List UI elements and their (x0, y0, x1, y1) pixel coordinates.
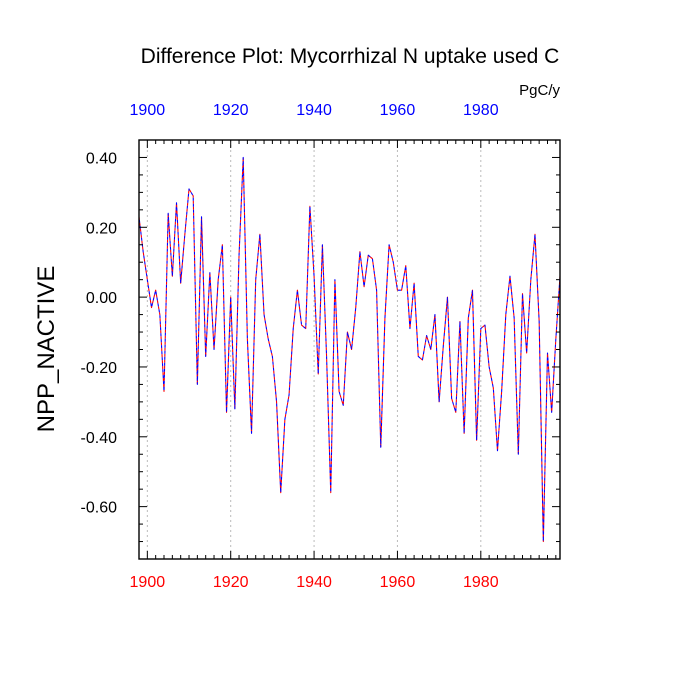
x-tick-label-bottom: 1900 (130, 574, 166, 591)
x-tick-label-bottom: 1960 (380, 574, 416, 591)
x-tick-label-bottom: 1980 (463, 574, 499, 591)
plot-frame (138, 139, 561, 560)
y-tick-label: 0.20 (86, 220, 117, 237)
series-lines (138, 156, 561, 543)
series-line-red (138, 156, 561, 543)
x-tick-labels-top: 1900 1920 1940 1960 1980 (130, 102, 499, 119)
y-tick-label: -0.20 (81, 360, 118, 377)
x-tick-label-top: 1920 (213, 102, 249, 119)
axis-ticks (138, 139, 560, 560)
y-tick-label: -0.40 (81, 430, 118, 447)
y-axis-label: NPP_NACTIVE (33, 266, 60, 433)
x-tick-label-top: 1960 (380, 102, 416, 119)
y-tick-label: -0.60 (81, 500, 118, 517)
y-tick-label: 0.40 (86, 150, 117, 167)
x-tick-label-top: 1900 (130, 102, 166, 119)
series-line-blue (138, 156, 561, 543)
x-tick-label-bottom: 1920 (213, 574, 249, 591)
x-tick-label-top: 1980 (463, 102, 499, 119)
x-tick-label-bottom: 1940 (296, 574, 332, 591)
x-tick-label-top: 1940 (296, 102, 332, 119)
chart-title: Difference Plot: Mycorrhizal N uptake us… (141, 45, 560, 68)
units-label: PgC/y (519, 82, 560, 99)
x-tick-labels-bottom: 1900 1920 1940 1960 1980 (130, 574, 499, 591)
y-tick-label: 0.00 (86, 290, 117, 307)
y-tick-labels: 0.40 0.20 0.00 -0.20 -0.40 -0.60 (81, 150, 118, 516)
